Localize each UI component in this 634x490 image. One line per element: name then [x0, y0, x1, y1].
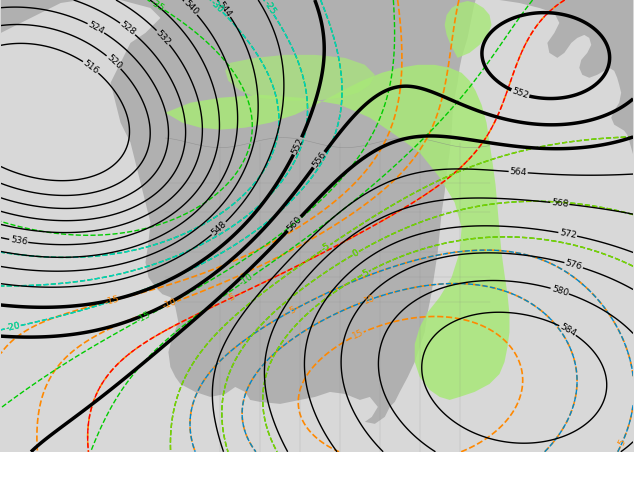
Text: -20: -20	[4, 321, 21, 333]
Text: 10: 10	[363, 294, 377, 306]
Text: 544: 544	[216, 0, 233, 19]
Text: 0: 0	[351, 248, 360, 259]
Text: -5: -5	[320, 242, 332, 254]
Text: -30: -30	[209, 0, 225, 15]
Text: 576: 576	[564, 258, 583, 272]
Text: Height/Temp. 500 hPa [gdmp][°C] ECMWF: Height/Temp. 500 hPa [gdmp][°C] ECMWF	[6, 463, 269, 475]
Polygon shape	[225, 55, 375, 101]
Text: 536: 536	[10, 235, 28, 247]
Text: 548: 548	[209, 220, 228, 238]
Text: 528: 528	[118, 20, 137, 38]
Text: 15: 15	[351, 328, 365, 341]
Text: 580: 580	[550, 284, 569, 298]
Text: 0: 0	[351, 248, 360, 259]
Text: 532: 532	[154, 28, 172, 47]
Polygon shape	[579, 0, 633, 13]
Text: 568: 568	[551, 198, 569, 209]
Text: 572: 572	[559, 228, 577, 240]
Text: 584: 584	[558, 322, 578, 339]
Polygon shape	[444, 1, 491, 58]
Text: 524: 524	[86, 20, 106, 36]
Polygon shape	[165, 65, 510, 400]
Text: -20: -20	[4, 321, 21, 333]
Text: 5: 5	[618, 438, 628, 446]
Text: -25: -25	[261, 0, 277, 17]
Text: 520: 520	[105, 53, 123, 71]
Text: -15: -15	[103, 294, 120, 307]
Text: 552: 552	[510, 86, 530, 100]
Text: Fr 03-05-2024 12:00 UTC (00+60): Fr 03-05-2024 12:00 UTC (00+60)	[415, 463, 628, 475]
Text: 564: 564	[509, 167, 527, 177]
Text: 5: 5	[288, 305, 297, 316]
Text: 5: 5	[361, 268, 370, 278]
Text: 560: 560	[285, 215, 304, 233]
Text: -5: -5	[225, 292, 237, 304]
Text: 540: 540	[181, 0, 200, 17]
Text: -5: -5	[320, 242, 332, 254]
Text: -30: -30	[209, 0, 225, 15]
Polygon shape	[1, 0, 633, 424]
Text: -25: -25	[261, 0, 277, 17]
Text: -15: -15	[136, 310, 153, 325]
Text: 5: 5	[361, 268, 370, 278]
Text: -10: -10	[161, 297, 178, 311]
Text: 552: 552	[290, 136, 306, 156]
Text: 556: 556	[311, 150, 328, 170]
Text: 516: 516	[81, 58, 100, 76]
Text: -10: -10	[238, 272, 255, 288]
Text: -35: -35	[149, 0, 166, 13]
Text: © weatheronline.co.uk: © weatheronline.co.uk	[484, 475, 628, 488]
